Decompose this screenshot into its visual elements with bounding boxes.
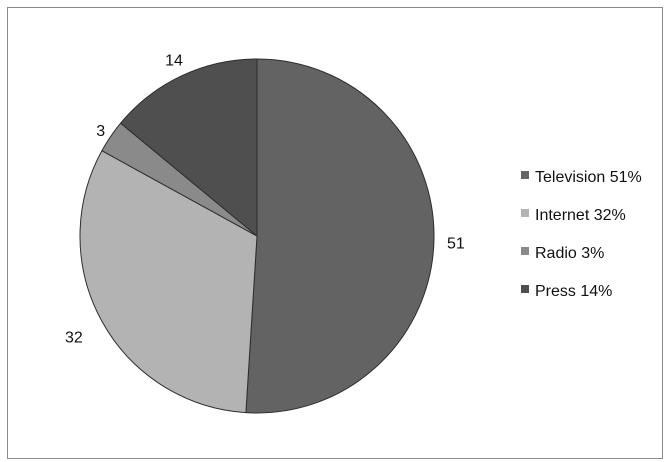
pie-slice-internet <box>79 150 258 414</box>
legend-swatch-television <box>521 171 529 179</box>
legend-swatch-press <box>521 285 529 293</box>
legend-label-television: Television 51% <box>535 169 642 186</box>
pie-slice-television <box>245 58 435 414</box>
legend-swatch-radio <box>521 247 529 255</box>
legend-swatch-internet <box>521 209 529 217</box>
data-label-internet: 32 <box>65 330 83 347</box>
data-label-press: 14 <box>165 53 183 70</box>
data-label-television: 51 <box>447 235 465 252</box>
pie-slices <box>79 58 435 414</box>
legend: Television 51% Internet 32% Radio 3% Press … <box>521 169 642 300</box>
legend-label-internet: Internet 32% <box>535 207 626 224</box>
legend-label-press: Press 14% <box>535 283 612 300</box>
data-label-radio: 3 <box>96 123 105 140</box>
legend-label-radio: Radio 3% <box>535 245 604 262</box>
pie-slice-press <box>119 58 258 238</box>
pie-data-labels: 51 32 3 14 <box>65 53 465 347</box>
